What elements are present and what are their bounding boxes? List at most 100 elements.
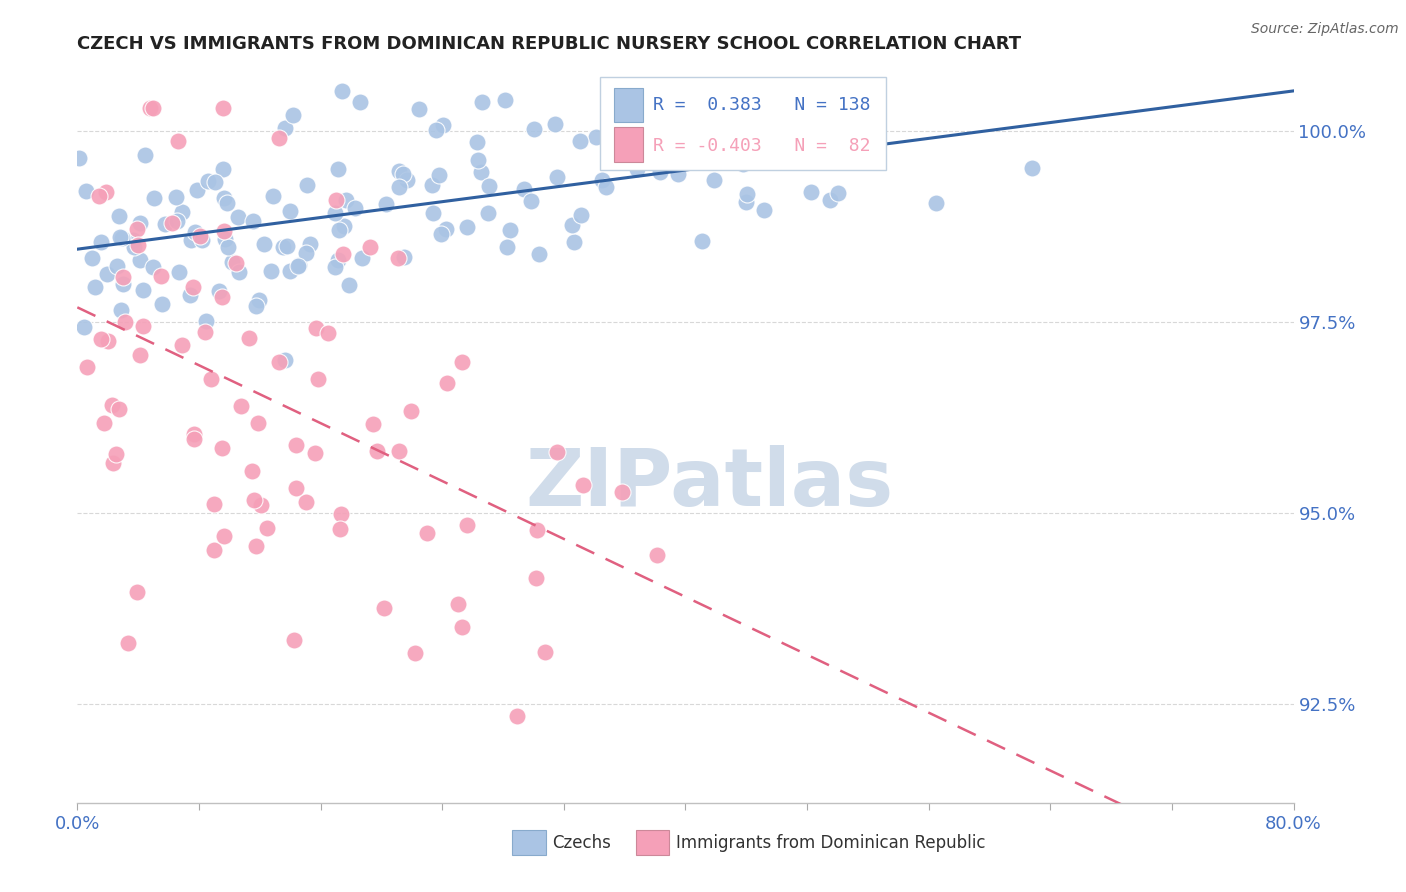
Point xyxy=(179,287,201,301)
Point xyxy=(200,372,222,386)
Point xyxy=(737,138,759,153)
Point xyxy=(202,497,225,511)
Point xyxy=(328,222,350,236)
Point xyxy=(408,102,430,116)
Point xyxy=(326,252,349,267)
Point xyxy=(167,265,190,279)
Point xyxy=(392,250,415,264)
Point xyxy=(271,240,294,254)
Point xyxy=(226,210,249,224)
Point xyxy=(231,400,253,414)
Point xyxy=(524,571,547,585)
Point xyxy=(167,134,190,148)
Point xyxy=(800,148,823,162)
Point xyxy=(544,117,567,131)
Point xyxy=(111,231,134,245)
Point xyxy=(142,191,165,205)
Point xyxy=(496,240,519,254)
Point xyxy=(194,313,217,327)
Point xyxy=(215,196,238,211)
Point xyxy=(202,543,225,558)
Point xyxy=(827,131,849,145)
Text: Source: ZipAtlas.com: Source: ZipAtlas.com xyxy=(1251,22,1399,37)
Point xyxy=(434,222,457,236)
Point xyxy=(366,444,388,458)
Point xyxy=(104,447,127,461)
Point xyxy=(420,178,443,193)
Point xyxy=(295,495,318,509)
Point xyxy=(243,493,266,508)
Point xyxy=(108,230,131,244)
Point xyxy=(323,205,346,219)
Point xyxy=(388,179,411,194)
FancyBboxPatch shape xyxy=(600,78,886,169)
Point xyxy=(388,163,411,178)
Point xyxy=(728,114,751,128)
FancyBboxPatch shape xyxy=(613,87,643,122)
Point xyxy=(399,403,422,417)
Point xyxy=(217,240,239,254)
Point xyxy=(800,185,823,199)
Point xyxy=(690,124,713,138)
Point xyxy=(96,267,118,281)
Point xyxy=(734,195,756,210)
Point xyxy=(328,161,350,176)
Point xyxy=(101,456,124,470)
Point xyxy=(325,193,347,207)
Text: ZIPatlas: ZIPatlas xyxy=(526,445,894,524)
Point xyxy=(134,147,156,161)
Point xyxy=(191,233,214,247)
Point xyxy=(343,201,366,215)
Point xyxy=(404,646,426,660)
Point xyxy=(447,597,470,611)
Point xyxy=(240,464,263,478)
Point xyxy=(188,228,211,243)
Point xyxy=(520,194,543,208)
Point xyxy=(186,183,208,197)
Point xyxy=(626,161,648,176)
Point xyxy=(212,191,235,205)
Point xyxy=(212,224,235,238)
Point xyxy=(299,236,322,251)
Point xyxy=(80,251,103,265)
Point xyxy=(395,172,418,186)
Point xyxy=(108,402,131,417)
Point xyxy=(569,208,592,222)
Point xyxy=(112,269,135,284)
Point xyxy=(211,441,233,455)
Point xyxy=(114,315,136,329)
Point xyxy=(494,93,516,107)
Point xyxy=(818,194,841,208)
Point xyxy=(93,416,115,430)
Point xyxy=(242,214,264,228)
Point xyxy=(142,101,165,115)
Point xyxy=(456,518,478,533)
Point xyxy=(111,277,134,292)
Point xyxy=(183,427,205,442)
Point xyxy=(451,355,474,369)
Text: R = -0.403   N =  82: R = -0.403 N = 82 xyxy=(652,137,870,155)
Point xyxy=(754,203,776,218)
Point xyxy=(285,437,308,451)
Point xyxy=(212,101,235,115)
Point xyxy=(568,134,591,148)
Point xyxy=(281,108,304,122)
Point xyxy=(735,186,758,201)
Point xyxy=(789,154,811,169)
Point xyxy=(471,95,494,109)
Point xyxy=(150,297,173,311)
Point xyxy=(131,318,153,333)
Point xyxy=(142,260,165,275)
Point xyxy=(304,446,326,460)
Point xyxy=(127,584,149,599)
Point xyxy=(267,131,290,145)
Point xyxy=(122,240,145,254)
Point xyxy=(546,444,568,458)
Point xyxy=(105,259,128,273)
Point xyxy=(127,237,149,252)
Point xyxy=(84,279,107,293)
Point xyxy=(329,522,352,536)
Point xyxy=(225,256,247,270)
Point xyxy=(330,507,353,521)
Point xyxy=(470,164,492,178)
